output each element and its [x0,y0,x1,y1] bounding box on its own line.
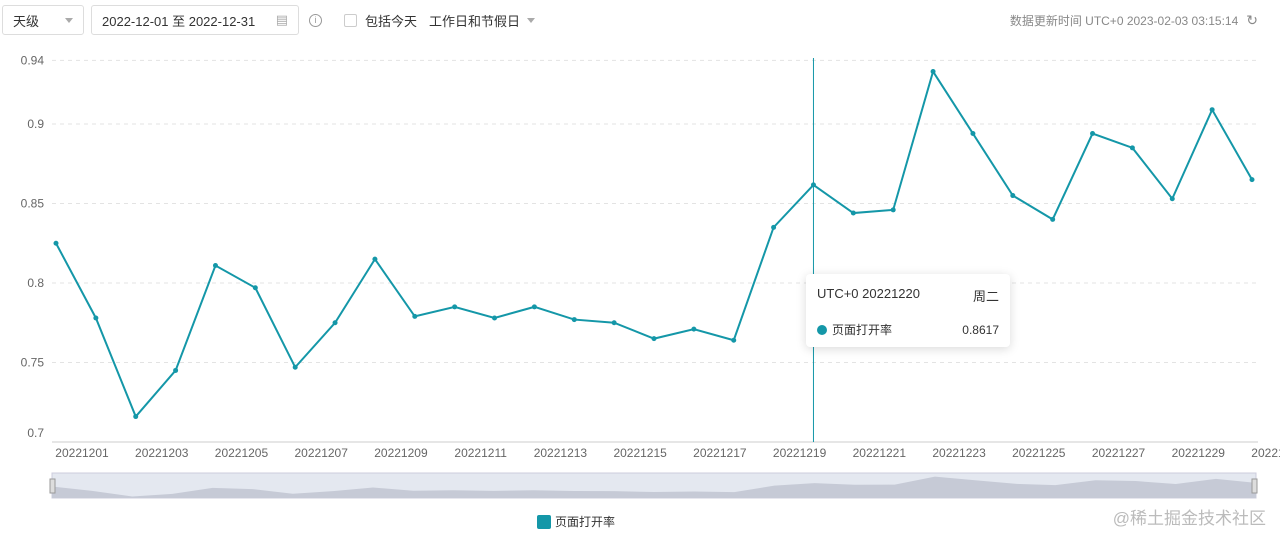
tooltip-series: 页面打开率 [832,323,893,337]
granularity-value: 天级 [13,13,40,29]
data-point [212,263,218,269]
data-point [133,414,139,420]
x-tick-label: 20221225 [1012,446,1066,460]
data-point [850,210,856,216]
include-today-checkbox[interactable] [344,13,357,27]
y-tick-label: 0.75 [21,356,45,370]
update-time: 数据更新时间 UTC+0 2023-02-03 03:15:14 ↻ [1010,12,1258,29]
x-tick-label: 20221221 [853,446,907,460]
data-point [771,224,777,230]
tooltip-title: UTC+0 20221220 [817,286,920,301]
data-point [1169,196,1175,202]
data-point [611,320,617,326]
data-point [173,367,179,373]
datazoom-handle-right [1251,478,1258,494]
data-point [531,304,537,310]
data-point [571,317,577,323]
data-point [1249,177,1255,183]
refresh-icon[interactable]: ↻ [1246,12,1258,28]
tooltip: UTC+0 20221220 周二 页面打开率 0.8617 [806,274,1010,347]
chevron-down-icon [65,17,73,23]
x-tick-label: 20221229 [1172,446,1226,460]
x-tick-label: 20221213 [534,446,588,460]
data-point [930,69,936,75]
data-point [53,240,59,246]
data-point [1129,145,1135,151]
calendar-icon: ▤ [275,12,288,27]
data-point [1050,216,1056,222]
data-point [651,336,657,342]
date-range-picker[interactable]: 2022-12-01 至 2022-12-31 ▤ [91,5,299,35]
y-tick-label: 0.8 [27,276,44,290]
day-type-select[interactable]: 工作日和节假日 [429,13,521,29]
y-tick-label: 0.94 [21,53,45,67]
data-point [1010,193,1016,199]
data-point [492,315,498,321]
info-icon[interactable]: i [309,13,322,27]
x-tick-label: 20221227 [1092,446,1146,460]
y-tick-label: 0.7 [27,426,44,440]
x-tick-label: 20221207 [295,446,349,460]
data-point [372,256,378,262]
data-point [93,315,99,321]
y-tick-label: 0.85 [21,197,45,211]
watermark: @稀土掘金技术社区 [1112,509,1266,528]
x-tick-label: 20221231 [1251,446,1280,460]
data-point [452,304,458,310]
tooltip-weekday: 周二 [972,289,999,304]
x-tick-label: 20221205 [215,446,269,460]
x-tick-label: 20221217 [693,446,747,460]
x-tick-label: 20221209 [374,446,428,460]
data-point [890,207,896,213]
x-tick-label: 20221211 [454,446,507,460]
data-point [332,320,338,326]
update-time-text: 数据更新时间 UTC+0 2023-02-03 03:15:14 [1009,14,1239,28]
legend-label: 页面打开率 [555,515,616,529]
chevron-down-icon [527,17,536,23]
x-tick-label: 20221223 [932,446,986,460]
data-point [970,131,976,137]
data-point [1090,131,1096,137]
date-range-value: 2022-12-01 至 2022-12-31 [102,13,256,29]
data-point [292,364,298,370]
x-tick-label: 20221203 [135,446,189,460]
datazoom-preview [52,476,1256,498]
granularity-select[interactable]: 天级 [2,5,84,35]
tooltip-value: 0.8617 [962,322,999,337]
data-point [810,182,816,188]
data-point [1209,107,1215,113]
legend-item[interactable]: 页面打开率 [537,513,615,530]
x-tick-label: 20221219 [773,446,827,460]
data-point [252,285,258,291]
y-tick-label: 0.9 [27,117,44,131]
series-dot-icon [817,324,827,335]
data-point [412,313,418,319]
toolbar: 天级 2022-12-01 至 2022-12-31 ▤ i 包括今天 工作日和节… [2,5,1280,35]
series-line [55,69,1253,419]
datazoom-handle-left [49,478,56,494]
data-point [731,337,737,343]
x-tick-label: 20221215 [613,446,667,460]
include-today-label: 包括今天 [365,13,418,29]
x-tick-label: 20221201 [55,446,109,460]
data-point [691,326,697,332]
legend-swatch [537,514,551,529]
